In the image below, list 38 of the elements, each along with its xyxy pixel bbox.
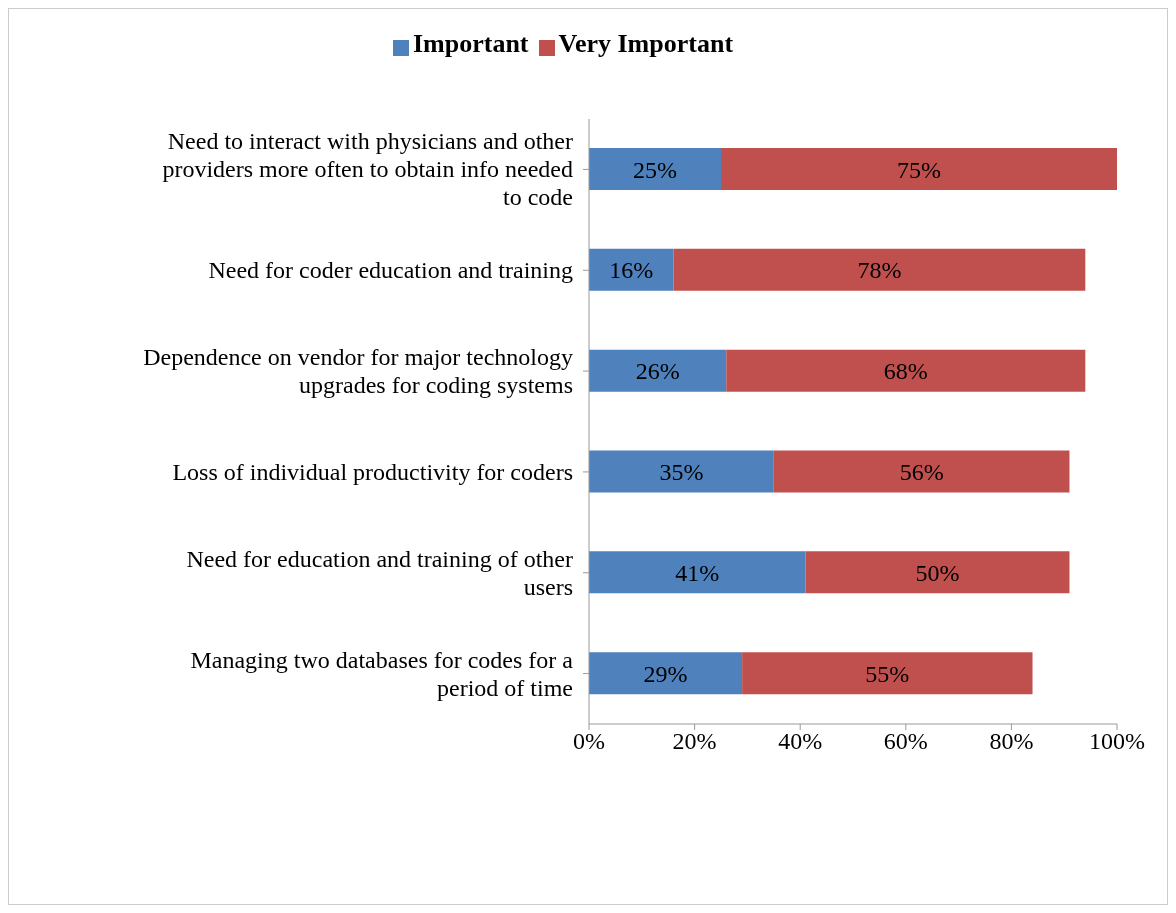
data-label: 41% — [675, 559, 720, 586]
data-label: 56% — [899, 459, 944, 486]
bar — [726, 349, 1086, 392]
data-label: 55% — [865, 660, 910, 687]
bar — [742, 652, 1033, 695]
bar — [673, 248, 1086, 291]
x-tick-label: 100% — [1089, 728, 1145, 755]
y-tick-label: Loss of individual productivity for coders — [172, 458, 573, 485]
bar — [721, 148, 1117, 190]
y-tick-label: Need for coder education and training — [208, 257, 573, 284]
x-tick-label: 60% — [883, 728, 928, 755]
y-tick-label: Need to interact with physicians and other providers more often to obtain info needed to code — [162, 128, 573, 211]
data-label: 26% — [635, 358, 680, 385]
y-tick-label: Managing two databases for codes for a period of time — [190, 646, 574, 701]
bar — [589, 349, 727, 392]
data-label: 50% — [915, 559, 960, 586]
y-tick-label: Need for education and training of other users — [186, 545, 573, 600]
data-label: 16% — [609, 257, 654, 284]
data-label: 68% — [883, 358, 928, 385]
x-tick-label: 40% — [778, 728, 823, 755]
bar — [589, 450, 774, 493]
legend-label: Very Important — [558, 29, 734, 58]
x-tick-label: 80% — [989, 728, 1034, 755]
x-tick-label: 20% — [672, 728, 717, 755]
data-label: 78% — [857, 257, 902, 284]
bar — [773, 450, 1070, 493]
bar — [589, 551, 806, 594]
data-label: 29% — [643, 660, 688, 687]
x-tick-label: 0% — [573, 728, 605, 755]
bar — [805, 551, 1070, 594]
bar — [589, 148, 721, 190]
bar — [589, 248, 674, 291]
legend-label: Important — [412, 29, 529, 58]
data-label: 75% — [897, 156, 941, 183]
data-label: 35% — [659, 459, 704, 486]
y-tick-label: Dependence on vendor for major technology upgrades for coding systems — [143, 344, 573, 399]
bar — [589, 652, 743, 695]
data-label: 25% — [633, 156, 677, 183]
